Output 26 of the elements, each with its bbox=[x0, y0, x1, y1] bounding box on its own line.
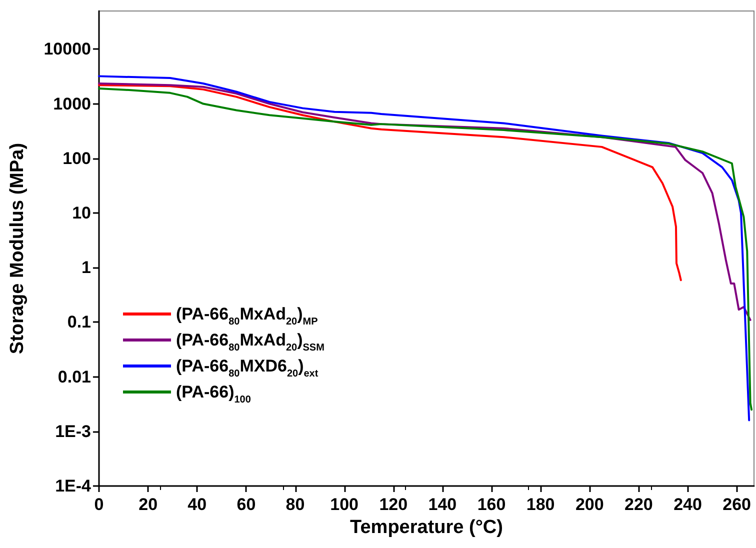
x-tick-label: 200 bbox=[575, 495, 604, 514]
x-tick-label: 240 bbox=[674, 495, 702, 514]
y-tick-label: 1000 bbox=[53, 94, 91, 114]
y-tick-label: 10 bbox=[72, 203, 91, 222]
x-tick-label: 220 bbox=[624, 495, 653, 514]
y-tick-label: 10000 bbox=[44, 40, 91, 59]
y-tick-label: 100 bbox=[62, 148, 91, 168]
x-tick-label: 140 bbox=[428, 495, 457, 514]
x-tick-label: 0 bbox=[94, 495, 104, 514]
x-tick-label: 60 bbox=[236, 495, 256, 514]
y-axis-title: Storage Modulus (MPa) bbox=[7, 142, 28, 354]
x-tick-label: 80 bbox=[286, 495, 305, 514]
x-tick-label: 160 bbox=[477, 495, 506, 514]
y-tick-label: 0.1 bbox=[67, 312, 91, 332]
x-axis-title: Temperature (°C) bbox=[350, 516, 503, 538]
y-tick-label: 0.01 bbox=[58, 367, 91, 386]
y-tick-label: 1 bbox=[82, 258, 91, 278]
x-tick-label: 40 bbox=[188, 495, 207, 514]
x-tick-label: 120 bbox=[379, 495, 408, 514]
line-series bbox=[98, 84, 682, 282]
x-tick-label: 20 bbox=[138, 495, 158, 514]
x-tick-label: 260 bbox=[722, 495, 752, 514]
y-tick-label: 1E-3 bbox=[55, 422, 91, 441]
y-tick-label: 1E-4 bbox=[55, 476, 92, 496]
x-tick-label: 180 bbox=[526, 495, 555, 514]
x-tick-label: 100 bbox=[330, 495, 359, 514]
